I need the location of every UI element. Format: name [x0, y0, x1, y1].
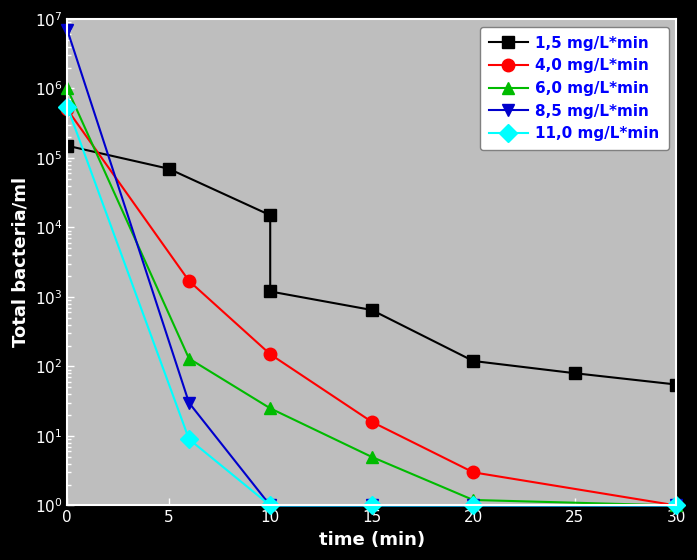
- 8,5 mg/L*min: [672, 502, 680, 509]
- 4,0 mg/L*min: [266, 351, 275, 358]
- 4,0 mg/L*min: [672, 502, 680, 509]
- 4,0 mg/L*min: [185, 278, 193, 284]
- Line: 11,0 mg/L*min: 11,0 mg/L*min: [61, 100, 682, 512]
- 1,5 mg/L*min: [571, 370, 579, 376]
- 11,0 mg/L*min: [185, 436, 193, 442]
- 1,5 mg/L*min: [63, 142, 71, 149]
- 8,5 mg/L*min: [185, 399, 193, 406]
- 6,0 mg/L*min: [469, 497, 477, 503]
- 11,0 mg/L*min: [367, 502, 376, 509]
- 1,5 mg/L*min: [266, 288, 275, 295]
- 6,0 mg/L*min: [367, 454, 376, 460]
- 1,5 mg/L*min: [672, 381, 680, 388]
- 4,0 mg/L*min: [469, 469, 477, 475]
- 6,0 mg/L*min: [63, 85, 71, 92]
- 11,0 mg/L*min: [266, 502, 275, 509]
- X-axis label: time (min): time (min): [319, 531, 424, 549]
- 1,5 mg/L*min: [164, 165, 173, 172]
- 8,5 mg/L*min: [469, 502, 477, 509]
- 6,0 mg/L*min: [266, 405, 275, 412]
- 8,5 mg/L*min: [63, 26, 71, 33]
- Line: 6,0 mg/L*min: 6,0 mg/L*min: [61, 82, 682, 512]
- 8,5 mg/L*min: [367, 502, 376, 509]
- 6,0 mg/L*min: [185, 355, 193, 362]
- 4,0 mg/L*min: [63, 106, 71, 113]
- Line: 1,5 mg/L*min: 1,5 mg/L*min: [61, 139, 682, 391]
- Line: 4,0 mg/L*min: 4,0 mg/L*min: [61, 103, 682, 512]
- 1,5 mg/L*min: [367, 307, 376, 314]
- 11,0 mg/L*min: [469, 502, 477, 509]
- 8,5 mg/L*min: [266, 502, 275, 509]
- Y-axis label: Total bacteria/ml: Total bacteria/ml: [11, 177, 29, 347]
- 11,0 mg/L*min: [63, 103, 71, 110]
- Legend: 1,5 mg/L*min, 4,0 mg/L*min, 6,0 mg/L*min, 8,5 mg/L*min, 11,0 mg/L*min: 1,5 mg/L*min, 4,0 mg/L*min, 6,0 mg/L*min…: [480, 27, 668, 151]
- 6,0 mg/L*min: [672, 502, 680, 509]
- 1,5 mg/L*min: [469, 358, 477, 365]
- Line: 8,5 mg/L*min: 8,5 mg/L*min: [61, 24, 682, 512]
- 4,0 mg/L*min: [367, 418, 376, 425]
- 11,0 mg/L*min: [672, 502, 680, 509]
- 1,5 mg/L*min: [266, 212, 275, 218]
